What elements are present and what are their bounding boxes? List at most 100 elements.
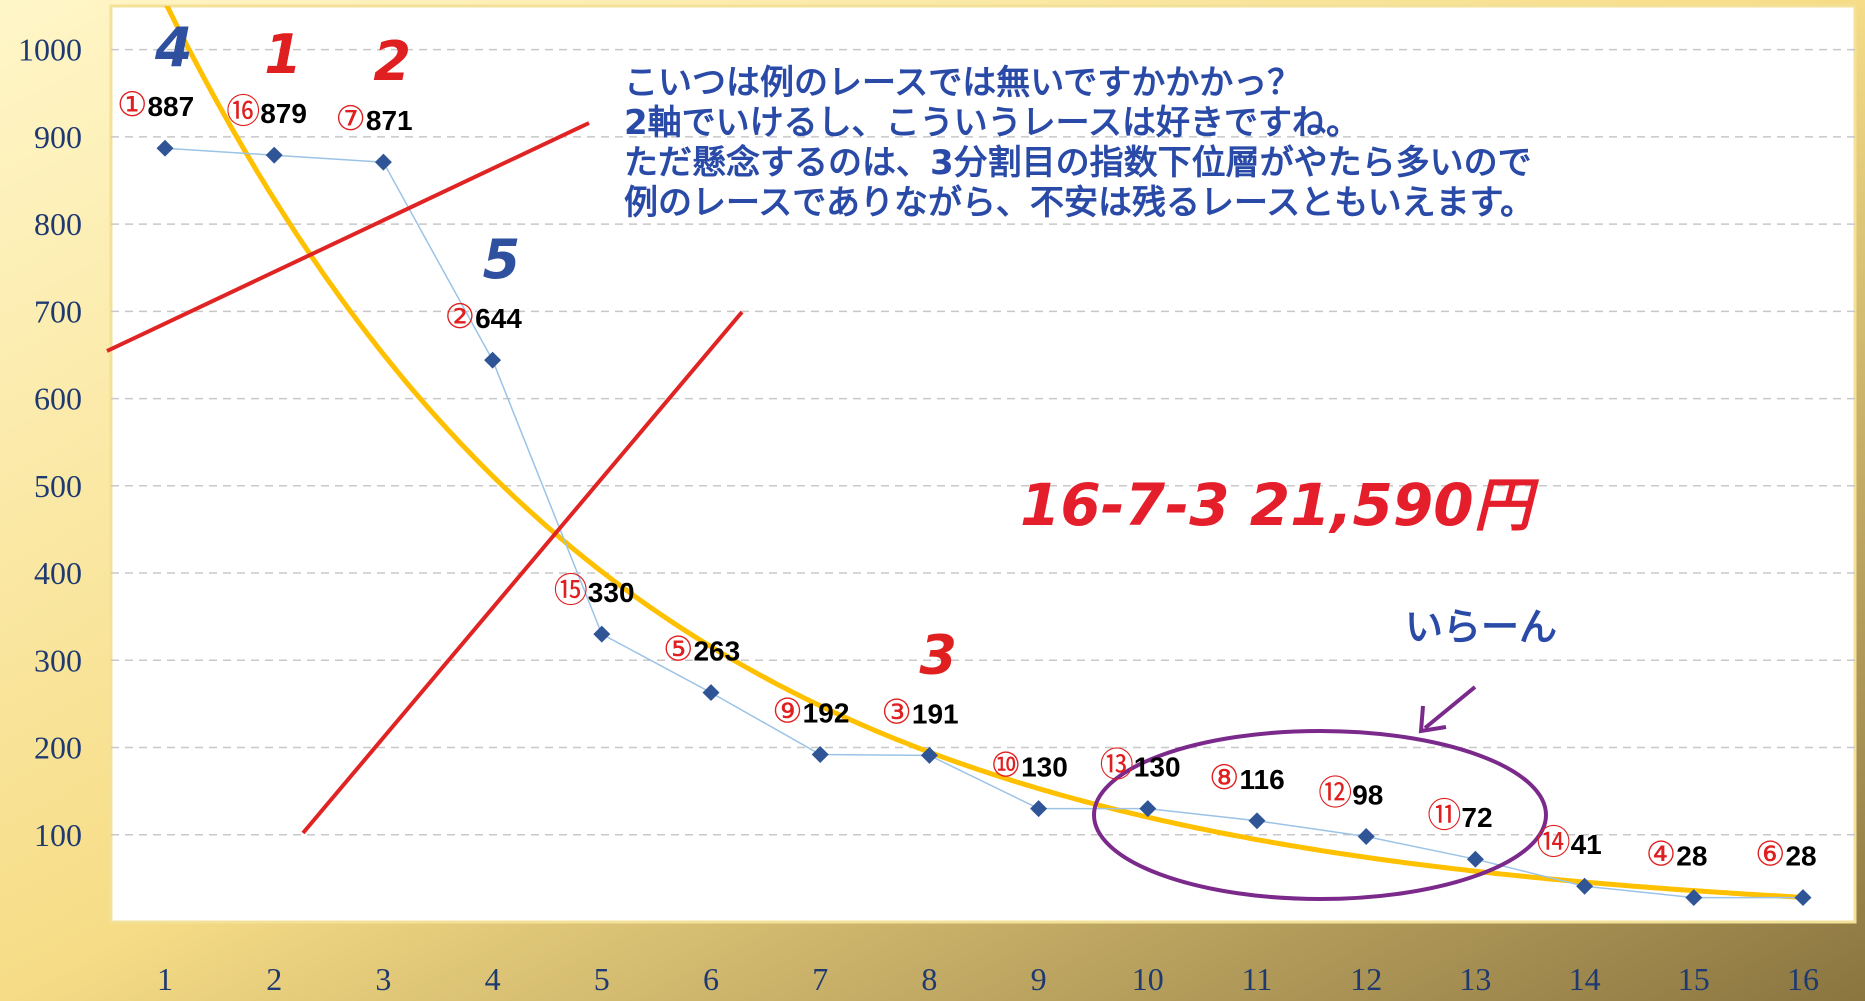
- marker: [593, 625, 611, 643]
- line: [164, 147, 1803, 899]
- data-label-marker: ⑯: [226, 92, 260, 132]
- data-label: ⑮330: [554, 571, 635, 611]
- data-label-value: 28: [1785, 841, 1816, 872]
- x-tick-label: 11: [1242, 961, 1273, 997]
- data-label: ⑬130: [1100, 746, 1181, 786]
- marker: [1794, 889, 1812, 907]
- annotation: 2: [373, 30, 411, 93]
- data-label-value: 192: [803, 698, 850, 729]
- data-label-marker: ⑦: [335, 99, 365, 139]
- data-label-value: 130: [1021, 752, 1068, 783]
- y-tick-label: 600: [34, 381, 82, 417]
- data-label: ⑧116: [1209, 758, 1285, 798]
- y-tick-label: 900: [34, 119, 82, 155]
- x-tick-label: 2: [266, 961, 282, 997]
- marker: [1357, 828, 1375, 845]
- data-label-value: 263: [693, 636, 740, 667]
- x-tick-label: 5: [594, 961, 610, 997]
- annotation: 3: [919, 623, 957, 686]
- data-label: ③191: [881, 692, 958, 732]
- marker: [811, 746, 829, 763]
- data-label-marker: ⑭: [1537, 823, 1571, 863]
- y-tick-label: 700: [34, 293, 82, 329]
- red-line: [301, 310, 744, 835]
- data-label-value: 116: [1239, 764, 1284, 795]
- marker: [920, 746, 938, 764]
- data-label: ⑤263: [663, 630, 740, 670]
- data-label-value: 644: [475, 303, 522, 334]
- data-label: ⑨192: [772, 692, 849, 732]
- data-label-marker: ⑨: [772, 692, 802, 732]
- x-tick-label: 1: [157, 961, 173, 997]
- x-tick-label: 12: [1350, 961, 1382, 997]
- marker: [156, 139, 174, 157]
- y-tick-label: 500: [34, 468, 82, 504]
- x-tick-label: 4: [485, 961, 501, 997]
- data-label: ⑪72: [1427, 796, 1492, 836]
- trendline: [164, 6, 1804, 900]
- y-tick-label: 1000: [18, 32, 82, 68]
- data-label-marker: ⑤: [663, 630, 693, 670]
- result: 16-7-3 21,590円: [1020, 471, 1540, 539]
- data-label-value: 887: [147, 91, 194, 122]
- y-tick-label: 100: [34, 817, 82, 853]
- data-label-value: 41: [1571, 829, 1602, 860]
- y-tick-label: 400: [34, 555, 82, 591]
- data-label-marker: ⑥: [1755, 835, 1785, 875]
- data-label: ⑩130: [991, 746, 1068, 786]
- data-label-marker: ⑫: [1318, 774, 1352, 814]
- x-tick-label: 3: [375, 961, 391, 997]
- y-tick-label: 200: [34, 730, 82, 766]
- x-tick-label: 9: [1031, 961, 1047, 997]
- x-tick-label: 16: [1787, 961, 1819, 997]
- data-label-value: 191: [912, 698, 959, 729]
- annotation: 1: [264, 23, 302, 86]
- marker: [1685, 889, 1703, 907]
- data-label-value: 28: [1676, 841, 1707, 872]
- marker: [1248, 812, 1266, 830]
- marker: [265, 146, 283, 164]
- data-label-value: 871: [366, 105, 413, 136]
- arrow-head: [1418, 705, 1447, 734]
- data-label-value: 72: [1461, 802, 1492, 833]
- marker: [702, 684, 720, 702]
- red-line: [106, 121, 590, 353]
- comment: 2軸でいけるし、こういうレースは好きですね。: [624, 103, 1360, 143]
- arrow: [1423, 685, 1477, 730]
- marker: [1576, 877, 1594, 895]
- annotation: 5: [483, 228, 521, 291]
- comment: 例のレースでありながら、不安は残るレースともいえます。: [624, 183, 1534, 223]
- x-tick-label: 6: [703, 961, 719, 997]
- x-tick-label: 7: [812, 961, 828, 997]
- data-label-value: 330: [588, 577, 635, 608]
- data-label: ②644: [445, 297, 523, 337]
- data-label: ⑫98: [1318, 774, 1383, 814]
- data-label: ①887: [117, 85, 194, 125]
- data-label-marker: ①: [117, 85, 147, 125]
- marker: [484, 351, 502, 369]
- data-label: ④28: [1646, 835, 1708, 875]
- data-label-marker: ②: [445, 297, 475, 337]
- x-tick-label: 10: [1132, 961, 1164, 997]
- data-label-value: 98: [1352, 780, 1383, 811]
- note: いらーん: [1405, 605, 1557, 649]
- comment: こいつは例のレースでは無いですかかかっ？: [624, 63, 1301, 103]
- data-label-marker: ④: [1646, 835, 1676, 875]
- y-tick-label: 300: [34, 642, 82, 678]
- data-label-marker: ⑬: [1100, 746, 1134, 786]
- marker: [374, 153, 392, 171]
- data-label-marker: ⑮: [554, 571, 588, 611]
- data-label: ⑥28: [1755, 835, 1817, 875]
- y-tick-label: 800: [34, 206, 82, 242]
- marker: [1030, 800, 1048, 818]
- data-label-marker: ③: [881, 692, 911, 732]
- x-tick-label: 14: [1569, 961, 1601, 997]
- x-tick-label: 15: [1678, 961, 1710, 997]
- data-label-marker: ⑧: [1209, 758, 1239, 798]
- data-label-marker: ⑪: [1427, 796, 1461, 836]
- data-label: ⑭41: [1537, 823, 1602, 863]
- data-label-marker: ⑩: [991, 746, 1021, 786]
- annotation: 4: [154, 16, 193, 79]
- comment: ただ懸念するのは、3分割目の指数下位層がやたら多いので: [624, 143, 1532, 183]
